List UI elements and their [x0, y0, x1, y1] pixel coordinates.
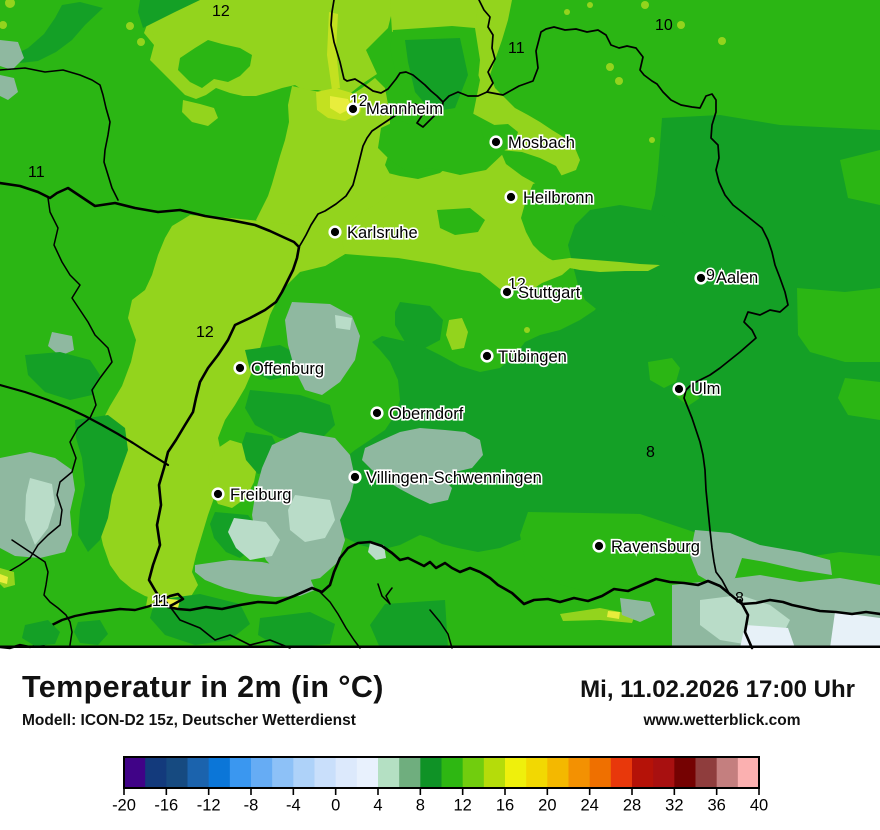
svg-text:Modell: ICON-D2 15z, Deutscher: Modell: ICON-D2 15z, Deutscher Wetterdie…	[22, 712, 356, 729]
svg-text:-4: -4	[286, 797, 301, 815]
svg-text:12: 12	[453, 797, 471, 815]
svg-text:12: 12	[212, 3, 230, 20]
svg-text:Temperatur in 2m (in °C): Temperatur in 2m (in °C)	[22, 670, 384, 704]
svg-text:20: 20	[538, 797, 556, 815]
svg-text:Ravensburg: Ravensburg	[611, 538, 700, 556]
svg-text:-20: -20	[112, 797, 136, 815]
svg-text:Stuttgart: Stuttgart	[518, 284, 581, 302]
svg-text:36: 36	[707, 797, 725, 815]
svg-text:11: 11	[152, 593, 169, 610]
svg-text:8: 8	[416, 797, 425, 815]
svg-text:0: 0	[331, 797, 340, 815]
svg-text:Mannheim: Mannheim	[366, 100, 443, 118]
svg-text:Aalen: Aalen	[716, 269, 758, 287]
svg-text:Oberndorf: Oberndorf	[389, 405, 464, 423]
svg-text:-16: -16	[154, 797, 178, 815]
svg-text:10: 10	[655, 17, 673, 34]
svg-text:9: 9	[706, 267, 715, 284]
svg-text:Freiburg: Freiburg	[230, 486, 291, 504]
svg-text:-8: -8	[244, 797, 259, 815]
svg-text:28: 28	[623, 797, 641, 815]
svg-text:-12: -12	[197, 797, 221, 815]
svg-text:Villingen-Schwenningen: Villingen-Schwenningen	[366, 469, 542, 487]
svg-text:Mosbach: Mosbach	[508, 134, 575, 152]
svg-text:16: 16	[496, 797, 514, 815]
svg-text:4: 4	[373, 797, 382, 815]
svg-text:Karlsruhe: Karlsruhe	[347, 224, 418, 242]
svg-text:40: 40	[750, 797, 768, 815]
svg-text:8: 8	[646, 444, 655, 461]
svg-text:Mi, 11.02.2026 17:00 Uhr: Mi, 11.02.2026 17:00 Uhr	[580, 676, 855, 703]
svg-text:11: 11	[508, 40, 525, 57]
svg-text:8: 8	[735, 590, 744, 607]
svg-text:24: 24	[580, 797, 598, 815]
svg-text:Offenburg: Offenburg	[251, 360, 324, 378]
svg-text:Tübingen: Tübingen	[498, 348, 567, 366]
svg-text:12: 12	[196, 324, 214, 341]
svg-text:32: 32	[665, 797, 683, 815]
svg-text:www.wetterblick.com: www.wetterblick.com	[642, 712, 800, 729]
svg-text:11: 11	[28, 164, 45, 181]
svg-text:Heilbronn: Heilbronn	[523, 189, 594, 207]
svg-text:Ulm: Ulm	[691, 380, 720, 398]
